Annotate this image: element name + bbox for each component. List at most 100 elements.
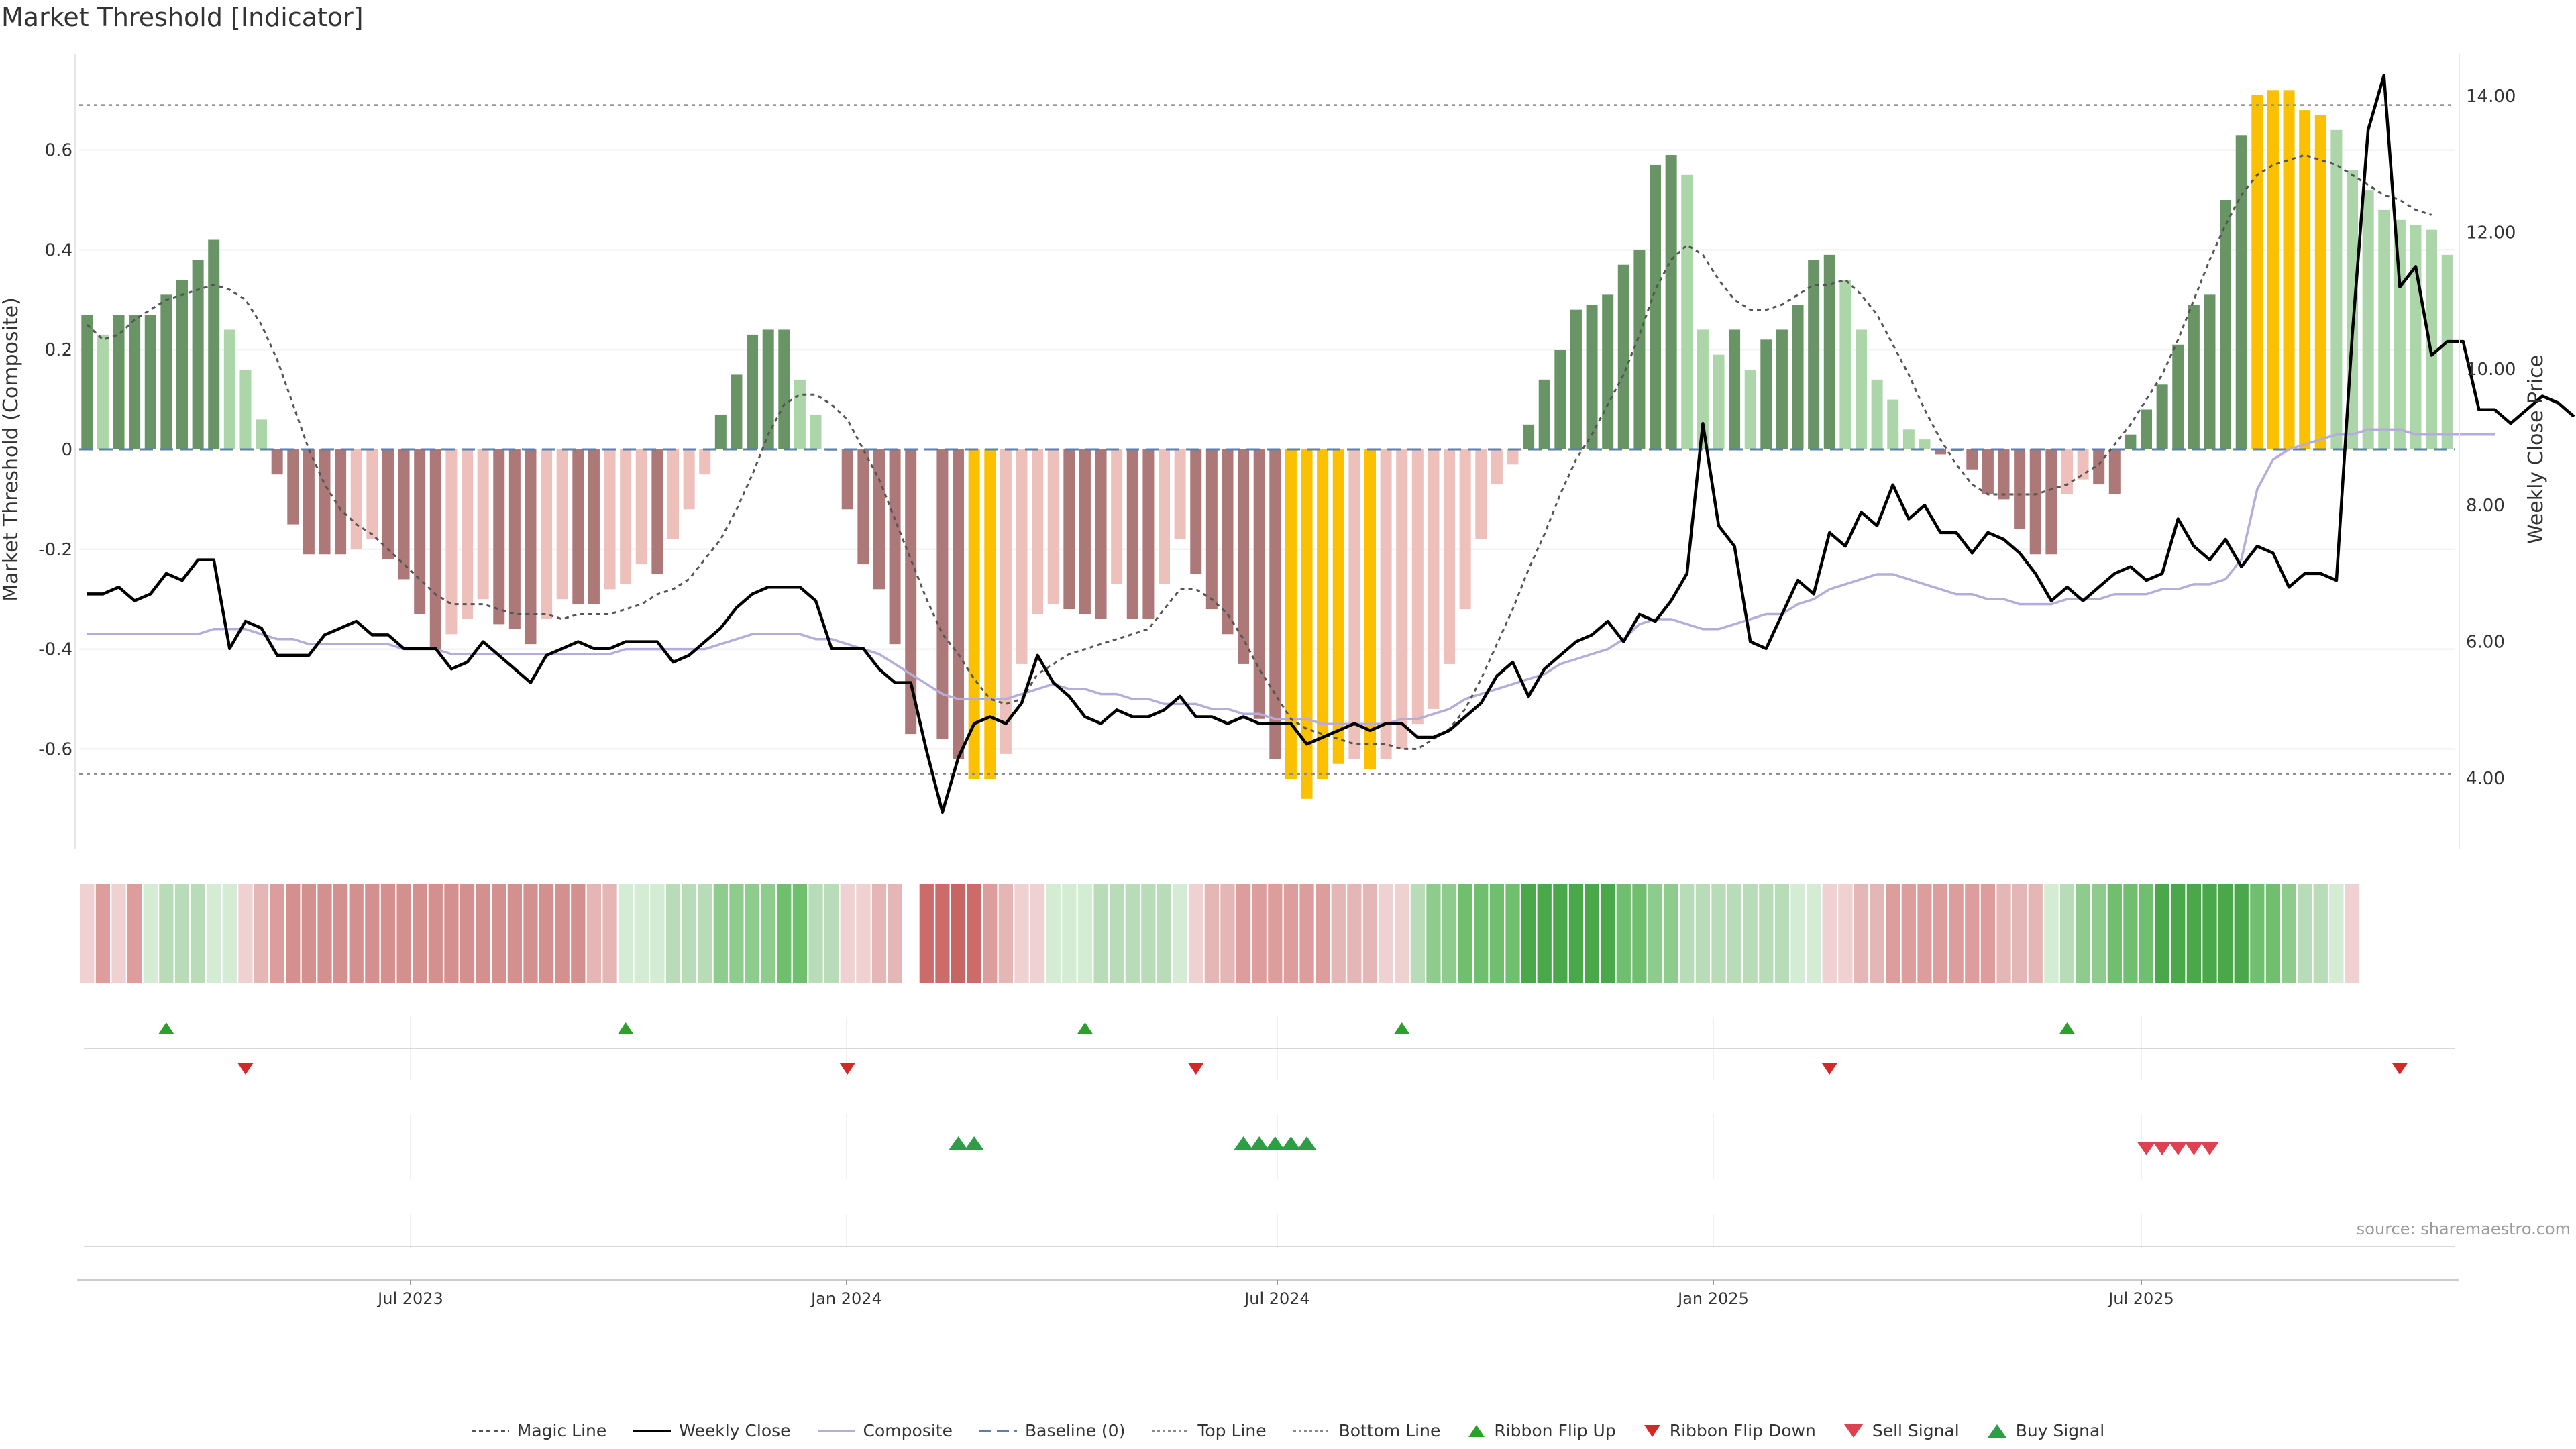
ribbon-cell bbox=[665, 884, 681, 983]
composite-bar bbox=[762, 329, 774, 449]
chart-title: Market Threshold [Indicator] bbox=[1, 3, 364, 32]
ribbon-cell bbox=[1157, 884, 1172, 983]
composite-bar bbox=[1269, 449, 1281, 759]
y-tick-left: 0 bbox=[61, 440, 72, 460]
ribbon-cell bbox=[1014, 884, 1029, 983]
composite-bar bbox=[1301, 449, 1313, 799]
composite-bar bbox=[1570, 309, 1582, 449]
ribbon-cell bbox=[365, 884, 380, 983]
composite-bar bbox=[1174, 449, 1186, 539]
composite-bar bbox=[2014, 449, 2026, 530]
signals-layer bbox=[84, 1022, 2455, 1247]
composite-bar bbox=[208, 239, 220, 449]
ribbon-cell bbox=[2345, 884, 2360, 983]
ribbon-cell bbox=[967, 884, 981, 983]
composite-bar bbox=[873, 449, 885, 590]
composite-bars bbox=[81, 90, 2453, 799]
composite-bar bbox=[239, 369, 252, 449]
composite-bar bbox=[1633, 250, 1646, 449]
x-tick-label: Jul 2023 bbox=[376, 1289, 443, 1308]
composite-bar bbox=[984, 449, 996, 780]
ribbon-cell bbox=[1141, 884, 1156, 983]
legend-item-magic-line: Magic Line bbox=[471, 1421, 606, 1440]
composite-bar bbox=[1823, 254, 1835, 449]
ribbon-cell bbox=[935, 884, 950, 983]
ribbon-cell bbox=[808, 884, 823, 983]
ribbon-cell bbox=[2282, 884, 2296, 983]
composite-bar bbox=[429, 449, 441, 649]
composite-bar bbox=[335, 449, 347, 555]
composite-bar bbox=[731, 374, 743, 449]
ribbon-cell bbox=[1110, 884, 1124, 983]
composite-bar bbox=[714, 414, 727, 449]
composite-bar bbox=[1016, 449, 1028, 664]
ribbon-cell bbox=[333, 884, 348, 983]
composite-bar bbox=[445, 449, 458, 635]
ribbon-cell bbox=[428, 884, 443, 983]
ribbon-cell bbox=[729, 884, 744, 983]
ribbon-cell bbox=[2171, 884, 2186, 983]
ribbon-cell bbox=[127, 884, 142, 983]
sell-signal-marker bbox=[2184, 1142, 2204, 1155]
composite-bar bbox=[1982, 449, 1994, 494]
ribbon-cell bbox=[1980, 884, 1996, 983]
ribbon-cell bbox=[586, 884, 602, 983]
legend-label: Baseline (0) bbox=[1024, 1421, 1126, 1440]
buy-signal-marker bbox=[1281, 1136, 1301, 1150]
composite-bar bbox=[2125, 434, 2137, 449]
composite-bar bbox=[2330, 129, 2343, 449]
ribbon-cell bbox=[1236, 884, 1251, 983]
ribbon-cell bbox=[222, 884, 237, 983]
ribbon-cell bbox=[2123, 884, 2138, 983]
ribbon-cell bbox=[919, 884, 934, 983]
ribbon-cell bbox=[1283, 884, 1299, 983]
ribbon-cell bbox=[824, 884, 839, 983]
ribbon-cell bbox=[476, 884, 490, 983]
composite-bar bbox=[810, 414, 822, 449]
ribbon-cell bbox=[1093, 884, 1108, 983]
composite-bar bbox=[2235, 135, 2247, 449]
composite-bar bbox=[1475, 449, 1487, 539]
ribbon-cell bbox=[1601, 884, 1615, 983]
composite-bar bbox=[1808, 260, 1820, 449]
ribbon-cell bbox=[1870, 884, 1884, 983]
composite-bar bbox=[2220, 200, 2232, 449]
ribbon-cell bbox=[1822, 884, 1837, 983]
composite-bar bbox=[1332, 449, 1344, 764]
legend-item-ribbon-flip-up: Ribbon Flip Up bbox=[1467, 1421, 1616, 1440]
legend-label: Weekly Close bbox=[679, 1421, 791, 1440]
composite-bar bbox=[1602, 294, 1614, 449]
ribbon-cell bbox=[2329, 884, 2344, 983]
ribbon-flip-down-marker bbox=[1821, 1063, 1838, 1075]
ribbon-cell bbox=[761, 884, 775, 983]
ribbon-cell bbox=[951, 884, 966, 983]
composite-bar bbox=[144, 315, 156, 449]
composite-bar bbox=[2441, 254, 2453, 449]
ribbon-cell bbox=[1648, 884, 1663, 983]
composite-bar bbox=[2156, 384, 2168, 449]
ribbon-cell bbox=[871, 884, 887, 983]
ribbon-cell bbox=[80, 884, 95, 983]
ribbon-cell bbox=[983, 884, 998, 983]
composite-bar bbox=[97, 334, 109, 449]
ribbon-cell bbox=[444, 884, 459, 983]
ribbon-cell bbox=[270, 884, 284, 983]
ribbon-flip-up-marker bbox=[1077, 1022, 1093, 1034]
composite-bar bbox=[1238, 449, 1250, 664]
composite-bar bbox=[620, 449, 632, 584]
lines-layer bbox=[79, 74, 2575, 814]
legend-label: Sell Signal bbox=[1872, 1421, 1960, 1440]
composite-bar bbox=[129, 315, 141, 449]
ribbon-cell bbox=[1727, 884, 1742, 983]
legend-item-composite: Composite bbox=[817, 1421, 953, 1440]
composite-bar bbox=[113, 315, 125, 449]
sell-signal-marker bbox=[2137, 1142, 2156, 1155]
ribbon-cell bbox=[254, 884, 269, 983]
ribbon-cell bbox=[1965, 884, 1980, 983]
legend-item-ribbon-flip-down: Ribbon Flip Down bbox=[1643, 1421, 1816, 1440]
ribbon-cell bbox=[1680, 884, 1695, 983]
composite-bar bbox=[1205, 449, 1218, 610]
composite-bar bbox=[2394, 219, 2406, 449]
composite-bar bbox=[683, 449, 695, 510]
